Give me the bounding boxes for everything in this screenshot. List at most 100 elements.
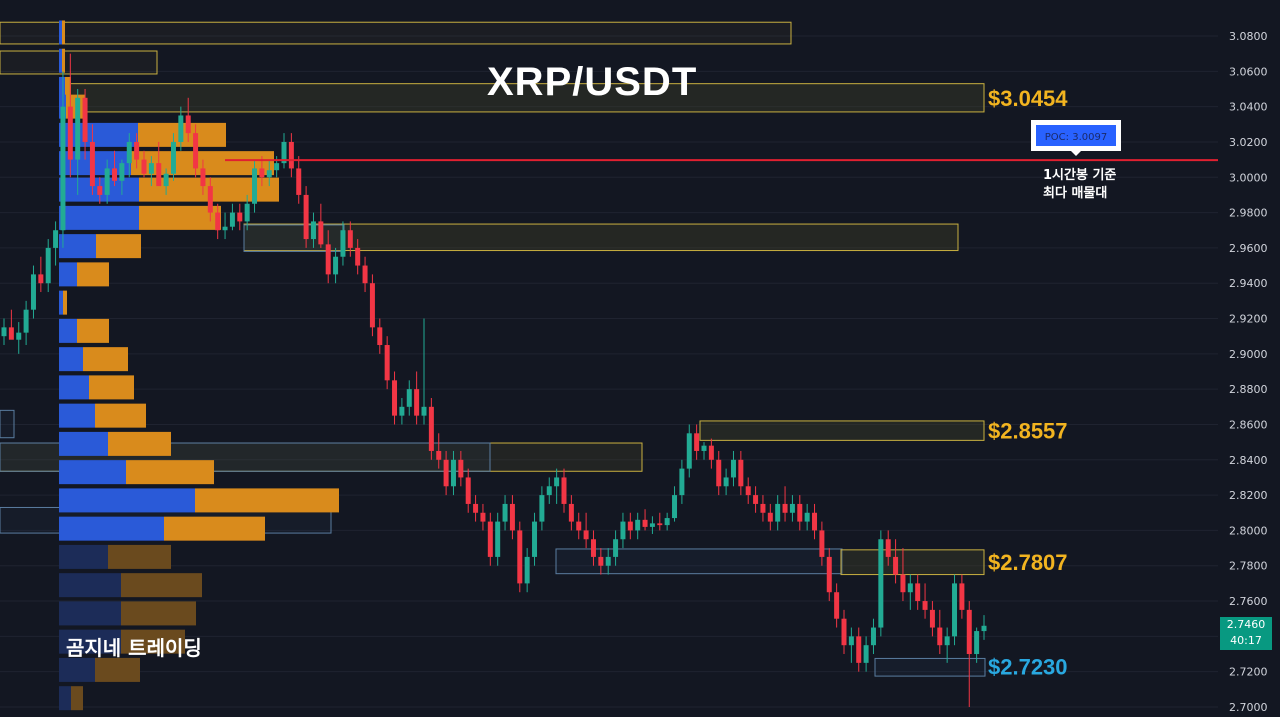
vp-buy-bar — [59, 290, 63, 315]
candle-body — [399, 406, 405, 416]
vp-sell-bar — [95, 403, 146, 428]
candle-body — [937, 627, 943, 646]
candle-body — [642, 519, 648, 527]
vp-sell-bar — [89, 375, 134, 400]
candle-body — [318, 221, 324, 245]
level-label: $3.0454 — [988, 86, 1068, 111]
candle-body — [576, 521, 582, 531]
candle-body — [863, 645, 869, 663]
price-axis-tick: 2.9200 — [1229, 313, 1268, 326]
candle-body — [657, 523, 663, 526]
price-axis-tick: 2.9600 — [1229, 242, 1268, 255]
vp-sell-bar — [63, 290, 67, 315]
level-label: $2.7230 — [988, 654, 1068, 679]
candle-body — [119, 163, 125, 181]
price-axis-tick: 2.7800 — [1229, 560, 1268, 573]
candle-body — [207, 186, 213, 213]
candle-body — [421, 406, 427, 416]
vp-buy-bar — [59, 76, 65, 101]
candle-body — [53, 230, 59, 248]
vp-sell-bar — [62, 20, 65, 45]
chart-title: XRP/USDT — [487, 60, 698, 104]
vp-sell-bar — [71, 686, 83, 711]
vp-sell-bar — [65, 76, 71, 101]
vp-buy-bar — [59, 601, 121, 626]
poc-note-line2: 최다 매물대 — [1043, 186, 1108, 201]
level-label: $2.8557 — [988, 419, 1068, 444]
candle-body — [502, 503, 508, 522]
candle-body — [16, 332, 22, 340]
candle-body — [428, 406, 434, 451]
candle-body — [900, 574, 906, 593]
candle-body — [38, 274, 44, 284]
candle-body — [200, 168, 206, 187]
candle-body — [392, 380, 398, 416]
candle-body — [929, 609, 935, 628]
candle-body — [981, 625, 987, 632]
candle-body — [546, 486, 552, 496]
candle-body — [377, 327, 383, 346]
candle-body — [303, 194, 309, 240]
candle-body — [686, 433, 692, 469]
candle-body — [193, 133, 199, 169]
candle-body — [67, 106, 73, 160]
vp-sell-bar — [121, 601, 196, 626]
candle-body — [45, 247, 51, 284]
candle-body — [723, 477, 729, 487]
vp-sell-bar — [164, 516, 265, 541]
candle-body — [288, 141, 294, 169]
candle-body — [679, 468, 685, 496]
level-zone — [840, 549, 985, 576]
vp-buy-bar — [59, 48, 62, 73]
candle-body — [244, 203, 250, 222]
vp-sell-bar — [77, 318, 109, 343]
candle-body — [185, 115, 191, 134]
candle-body — [148, 163, 154, 174]
candle-body — [554, 477, 560, 487]
zone-box — [874, 657, 986, 677]
candle-body — [134, 141, 140, 160]
price-axis-tick: 3.0200 — [1229, 136, 1268, 149]
candle-body — [89, 141, 95, 187]
candle-body — [414, 389, 420, 416]
candle-body — [178, 115, 184, 142]
candle-body — [812, 512, 818, 531]
current-price-tag: 2.7460 40:17 — [1220, 617, 1272, 650]
candle-body — [274, 163, 280, 171]
vp-sell-bar — [95, 657, 140, 682]
poc-label-bg — [1036, 125, 1116, 146]
price-axis-tick: 2.8200 — [1229, 489, 1268, 502]
candle-body — [848, 636, 854, 646]
candle-body — [355, 247, 361, 266]
candle-body — [487, 521, 493, 557]
price-axis-tick: 3.0000 — [1229, 171, 1268, 184]
candle-body — [237, 212, 243, 222]
candle-body — [163, 173, 169, 187]
candle-body — [701, 445, 707, 451]
candle-body — [775, 503, 781, 522]
candle-body — [885, 539, 891, 557]
candle-body — [613, 539, 619, 557]
candle-body — [23, 309, 29, 333]
zone-box — [0, 21, 792, 45]
candle-body — [436, 450, 442, 460]
price-axis-tick: 2.7200 — [1229, 666, 1268, 679]
candle-body — [222, 226, 228, 231]
candle-body — [760, 503, 766, 513]
candle-body — [266, 170, 272, 178]
vp-buy-bar — [59, 629, 121, 654]
candle-body — [495, 521, 501, 557]
vp-buy-bar — [59, 686, 71, 711]
vp-buy-bar — [59, 318, 77, 343]
vp-buy-bar — [59, 516, 164, 541]
candle-body — [561, 477, 567, 504]
candle-body — [384, 345, 390, 381]
candle-body — [649, 523, 655, 527]
candle-body — [97, 186, 103, 195]
candle-body — [922, 601, 928, 610]
candle-body — [82, 97, 88, 142]
candle-body — [878, 539, 884, 628]
watermark-text: 곰지네 트레이딩 — [66, 636, 202, 660]
